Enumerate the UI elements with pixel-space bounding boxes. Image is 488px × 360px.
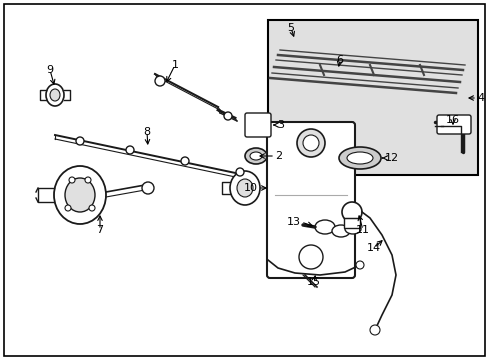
Circle shape xyxy=(155,76,164,86)
Text: 6: 6 xyxy=(336,55,343,65)
Bar xyxy=(267,20,477,175)
Text: 7: 7 xyxy=(96,225,103,235)
Circle shape xyxy=(369,325,379,335)
Ellipse shape xyxy=(237,179,252,197)
Circle shape xyxy=(303,135,318,151)
Circle shape xyxy=(126,146,134,154)
Circle shape xyxy=(224,112,231,120)
Text: 1: 1 xyxy=(171,60,178,70)
Circle shape xyxy=(341,202,361,222)
Circle shape xyxy=(181,157,189,165)
Text: 13: 13 xyxy=(286,217,301,227)
Ellipse shape xyxy=(346,152,372,164)
Circle shape xyxy=(355,261,363,269)
Ellipse shape xyxy=(244,148,266,164)
Ellipse shape xyxy=(65,178,95,212)
Circle shape xyxy=(296,129,325,157)
Circle shape xyxy=(65,205,71,211)
Text: 11: 11 xyxy=(355,225,369,235)
Circle shape xyxy=(76,137,84,145)
Ellipse shape xyxy=(314,220,334,234)
Circle shape xyxy=(236,168,244,176)
Text: 8: 8 xyxy=(143,127,150,137)
Ellipse shape xyxy=(331,225,349,237)
Text: 15: 15 xyxy=(306,277,320,287)
Text: 16: 16 xyxy=(445,115,459,125)
Text: 3: 3 xyxy=(276,120,284,130)
Ellipse shape xyxy=(46,84,64,106)
Ellipse shape xyxy=(229,171,260,205)
Text: 9: 9 xyxy=(46,65,54,75)
Circle shape xyxy=(69,177,75,183)
Ellipse shape xyxy=(50,89,60,101)
FancyBboxPatch shape xyxy=(266,122,354,278)
Ellipse shape xyxy=(345,224,360,234)
Text: 2: 2 xyxy=(274,151,282,161)
Ellipse shape xyxy=(249,152,262,160)
FancyBboxPatch shape xyxy=(436,115,470,134)
Ellipse shape xyxy=(54,166,106,224)
Ellipse shape xyxy=(338,147,380,169)
Text: 10: 10 xyxy=(244,183,258,193)
Circle shape xyxy=(298,245,323,269)
Circle shape xyxy=(85,177,91,183)
Text: 5: 5 xyxy=(287,23,294,33)
Text: 12: 12 xyxy=(384,153,398,163)
Circle shape xyxy=(142,182,154,194)
FancyBboxPatch shape xyxy=(244,113,270,137)
Text: 14: 14 xyxy=(366,243,380,253)
Circle shape xyxy=(89,205,95,211)
Text: 4: 4 xyxy=(476,93,483,103)
Bar xyxy=(343,218,359,228)
